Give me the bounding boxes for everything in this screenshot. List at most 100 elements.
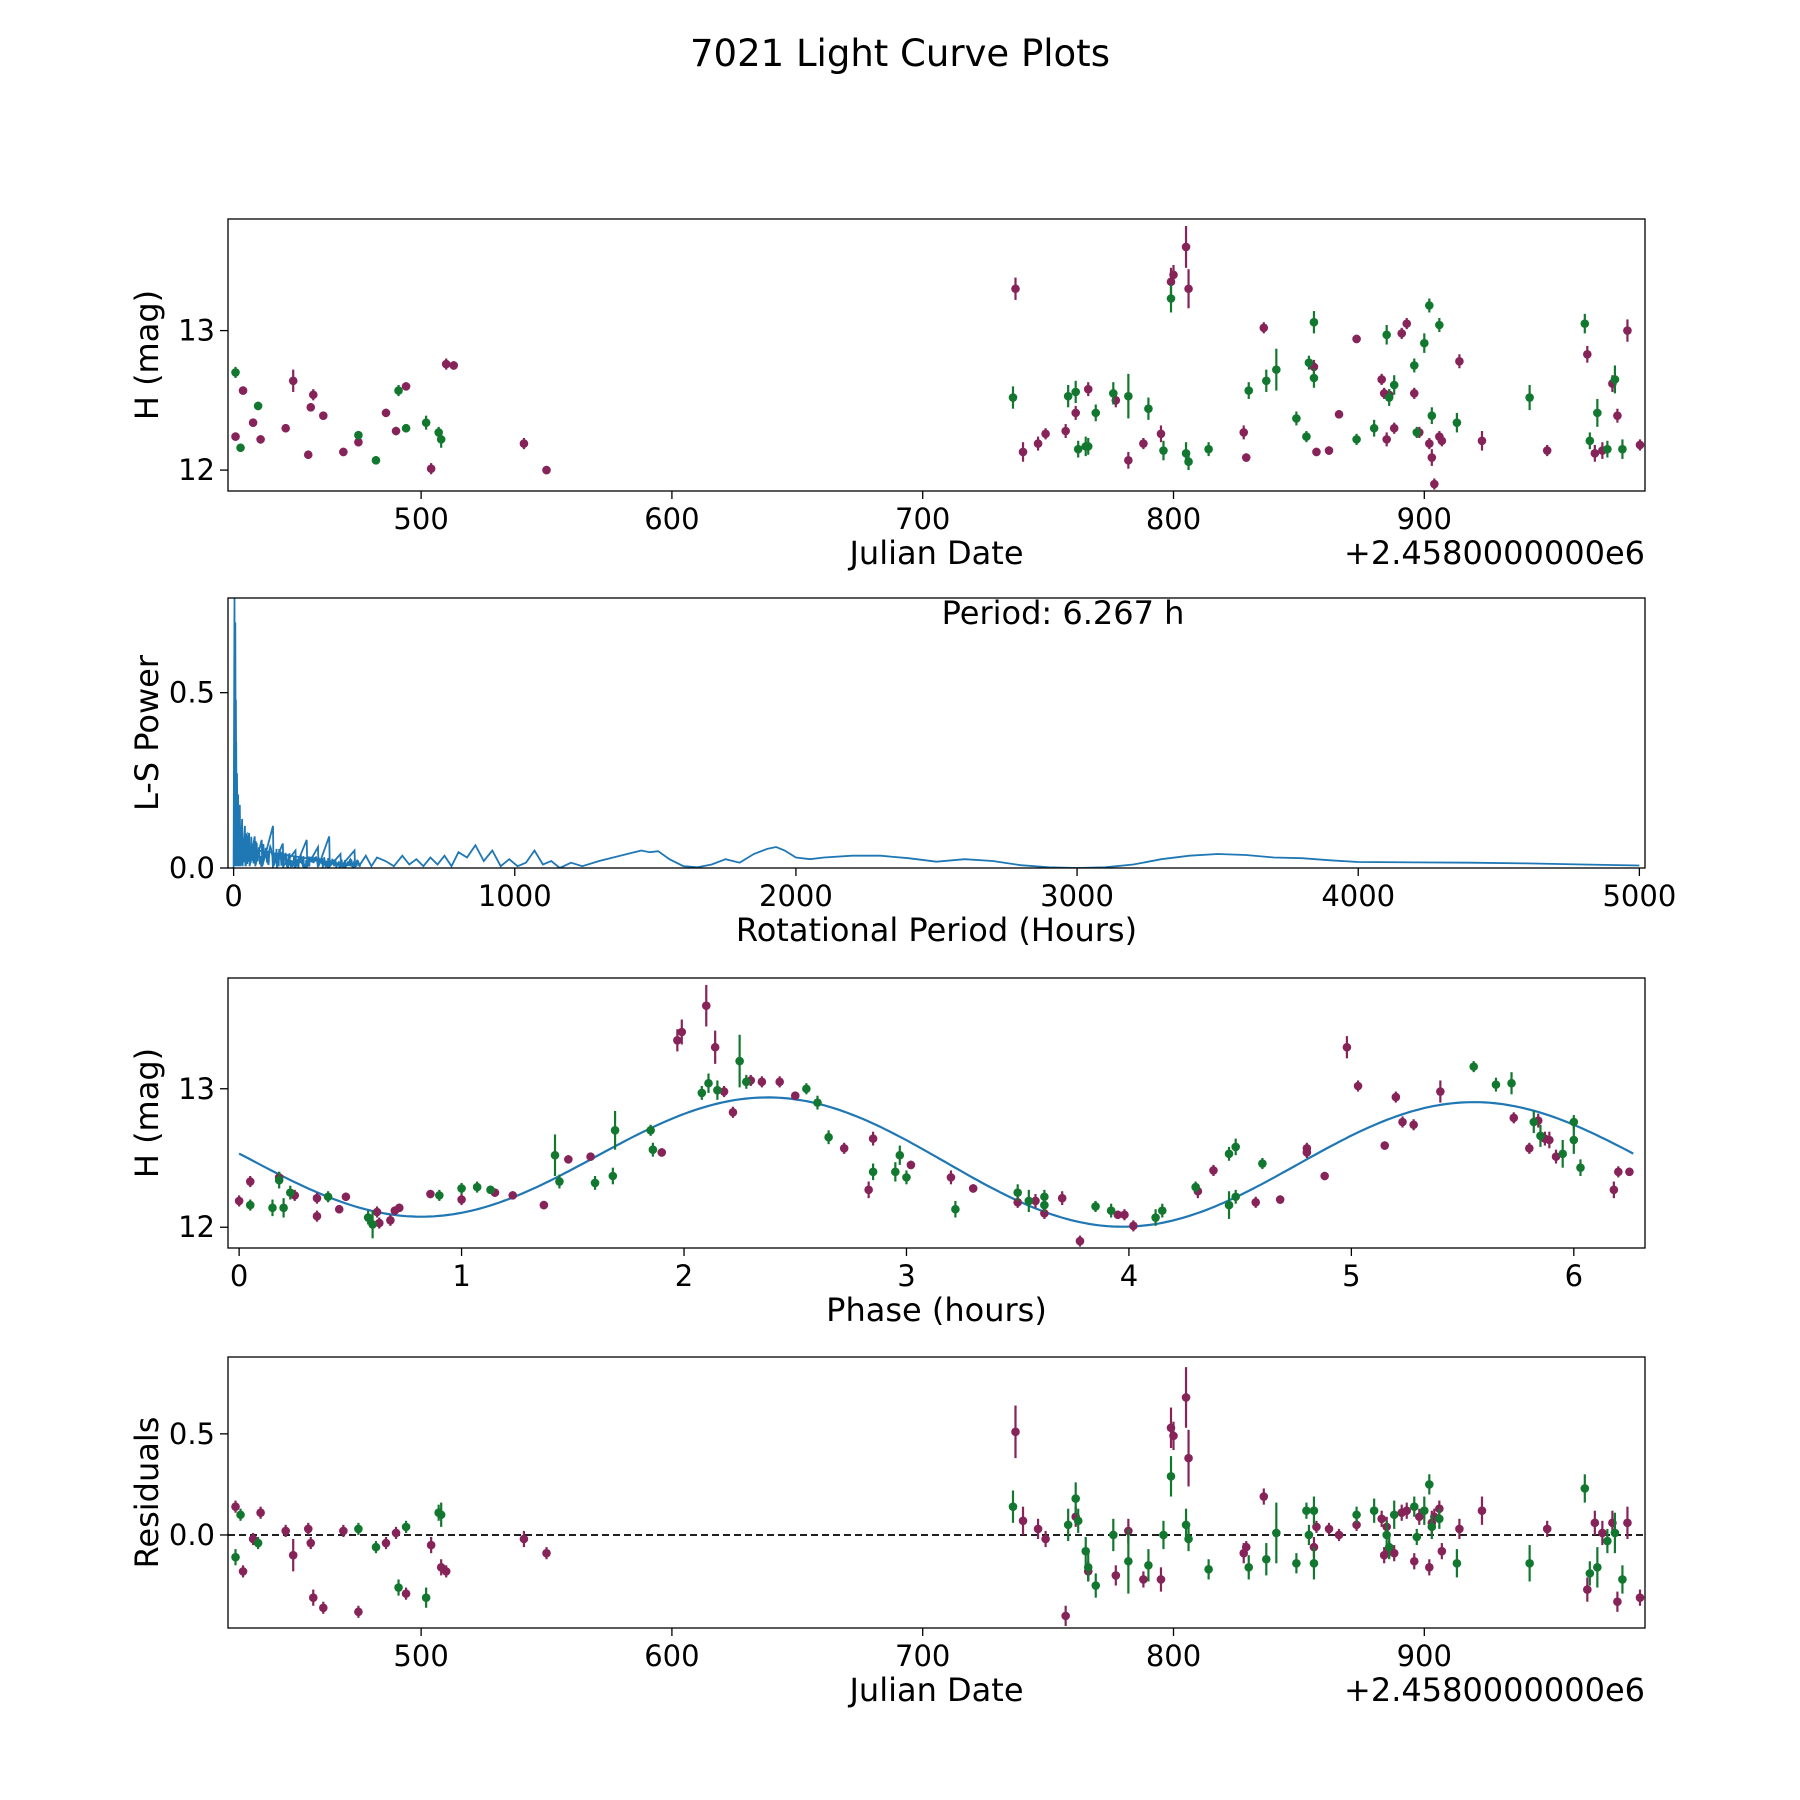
phased-axes-frame (227, 977, 1646, 1249)
data-point (1603, 1536, 1612, 1546)
data-point (1120, 1210, 1129, 1220)
data-point (1507, 1078, 1516, 1088)
data-point (245, 1177, 255, 1186)
data-point (1613, 411, 1622, 420)
data-point (394, 1583, 403, 1592)
data-point (245, 1200, 255, 1210)
data-point (1569, 1117, 1579, 1127)
data-point (1525, 393, 1534, 402)
data-point (339, 1526, 348, 1536)
data-point (1241, 1542, 1251, 1552)
panel-residuals: 500 600 700 800 900 0.0 0.5 Julian Date Residual… (128, 1356, 1646, 1709)
data-point (673, 1036, 682, 1045)
data-point (312, 1193, 322, 1203)
data-point (1063, 1520, 1073, 1530)
data-point (1224, 1149, 1234, 1159)
data-point (1430, 479, 1439, 489)
data-point (508, 1191, 518, 1200)
y-tick-label: 0.0 (169, 851, 215, 885)
fit-curve (238, 1096, 1634, 1228)
data-point (1412, 1532, 1422, 1542)
x-tick-label: 700 (895, 502, 950, 536)
data-point (1057, 1193, 1067, 1203)
data-point (1551, 1152, 1561, 1161)
data-point (1204, 1565, 1213, 1574)
data-point (1379, 1550, 1389, 1560)
data-point (1013, 1198, 1022, 1207)
data-point (1272, 365, 1281, 374)
data-point (426, 1540, 436, 1550)
data-point (368, 1220, 377, 1229)
data-point (802, 1084, 811, 1094)
data-point (610, 1126, 620, 1135)
data-point (1181, 242, 1191, 252)
y-axis-label: H (mag) (128, 1048, 166, 1178)
data-point (1320, 1171, 1329, 1181)
data-point (238, 386, 248, 395)
data-point (1224, 1200, 1234, 1210)
data-point (1124, 456, 1133, 465)
data-point (1609, 1185, 1619, 1195)
data-point (1569, 1135, 1579, 1145)
data-point (1389, 423, 1399, 433)
data-point (1075, 1236, 1085, 1246)
data-point (1041, 429, 1050, 439)
data-point (1169, 1431, 1178, 1441)
data-point (1259, 323, 1269, 333)
data-point (231, 1552, 240, 1562)
data-point (1618, 1575, 1627, 1584)
data-point (1389, 1510, 1399, 1520)
data-point (1384, 1542, 1394, 1552)
series-band_b (231, 1456, 1627, 1608)
data-point (1008, 1502, 1018, 1511)
data-point (1061, 1611, 1070, 1621)
data-point (1040, 1200, 1049, 1210)
data-point (1040, 1209, 1049, 1218)
data-point (323, 1192, 333, 1202)
data-point (1529, 1117, 1539, 1127)
data-point (586, 1152, 595, 1161)
periodogram-plot-area (232, 598, 1640, 868)
x-tick-label: 0 (224, 879, 242, 913)
data-point (381, 408, 391, 418)
data-point (519, 439, 529, 448)
data-point (1261, 376, 1271, 386)
data-point (449, 361, 459, 370)
data-point (608, 1171, 618, 1181)
data-point (374, 1218, 384, 1228)
data-point (902, 1173, 911, 1182)
lightcurve-plot-area (231, 225, 1645, 490)
x-tick-label: 3 (897, 1259, 915, 1293)
data-point (486, 1185, 495, 1195)
data-point (1169, 270, 1178, 280)
data-point (391, 1528, 401, 1538)
data-point (1585, 436, 1595, 446)
data-point (1377, 1514, 1386, 1524)
data-point (1083, 384, 1093, 394)
series-band_a (234, 984, 1634, 1247)
data-point (386, 1216, 395, 1225)
lightcurve-axes-frame (227, 218, 1646, 492)
data-point (719, 1087, 729, 1096)
data-point (1181, 1393, 1191, 1402)
data-point (951, 1204, 960, 1214)
data-point (1625, 1167, 1634, 1177)
data-point (1061, 426, 1070, 436)
data-point (1184, 284, 1193, 294)
data-point (354, 437, 363, 447)
data-point (757, 1077, 767, 1087)
data-point (1425, 1480, 1434, 1489)
panel-lightcurve: 500 600 700 800 900 12 13 Julian Date H (mag) +2.… (128, 218, 1646, 572)
y-tick-label: 13 (178, 314, 215, 348)
data-point (1412, 428, 1422, 437)
x-tick-label: 500 (393, 1639, 448, 1673)
data-point (1241, 453, 1251, 462)
data-point (1041, 1534, 1050, 1544)
data-point (677, 1027, 687, 1037)
data-point (1071, 1494, 1080, 1503)
data-point (281, 423, 290, 433)
y-tick-label: 0.5 (169, 1417, 215, 1451)
periodogram-axes-frame (227, 597, 1646, 869)
data-point (1583, 1585, 1592, 1594)
